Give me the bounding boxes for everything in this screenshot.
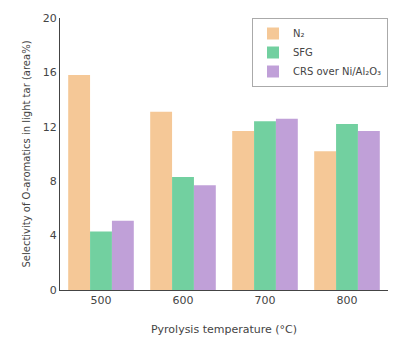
- svg-text:0: 0: [50, 284, 57, 297]
- svg-text:Selectivity of O-aromatics in: Selectivity of O-aromatics in light tar …: [21, 40, 32, 267]
- svg-text:600: 600: [173, 294, 194, 307]
- svg-text:12: 12: [43, 121, 57, 134]
- svg-text:700: 700: [255, 294, 276, 307]
- svg-text:Pyrolysis temperature (°C): Pyrolysis temperature (°C): [151, 323, 297, 336]
- svg-text:CRS over Ni/Al₂O₃: CRS over Ni/Al₂O₃: [293, 66, 381, 77]
- svg-text:20: 20: [43, 12, 57, 25]
- svg-text:8: 8: [50, 175, 57, 188]
- svg-text:800: 800: [337, 294, 358, 307]
- svg-text:SFG: SFG: [293, 47, 313, 58]
- svg-text:4: 4: [50, 229, 57, 242]
- svg-text:N₂: N₂: [293, 28, 305, 39]
- svg-text:16: 16: [43, 66, 57, 79]
- svg-text:500: 500: [91, 294, 112, 307]
